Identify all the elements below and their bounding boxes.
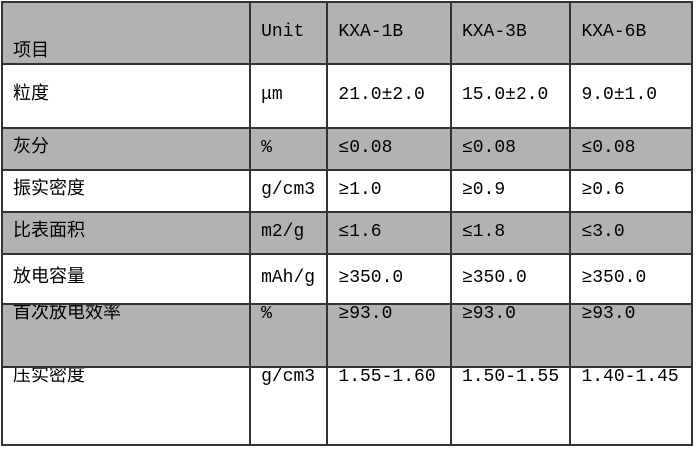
table-row-compacted-density: 压实密度 g/cm3 1.55-1.60 1.50-1.55 1.40-1.45 bbox=[0, 366, 693, 446]
value-cell: 15.0±2.0 bbox=[449, 63, 572, 129]
value-cell: 1.40-1.45 bbox=[569, 366, 693, 446]
value-cell: ≥0.9 bbox=[449, 169, 572, 213]
item-cell: 比表面积 bbox=[0, 211, 252, 255]
item-cell: 灰分 bbox=[0, 127, 252, 171]
value-cell: ≥93.0 bbox=[449, 303, 572, 368]
value-cell: ≥350.0 bbox=[449, 253, 572, 305]
value-cell: 9.0±1.0 bbox=[569, 63, 693, 129]
table-row-discharge-capacity: 放电容量 mAh/g ≥350.0 ≥350.0 ≥350.0 bbox=[0, 253, 693, 305]
value-cell: 21.0±2.0 bbox=[326, 63, 452, 129]
column-header-product-kxa-6b: KXA-6B bbox=[569, 1, 693, 65]
item-cell: 粒度 bbox=[0, 63, 252, 129]
table-row-tap-density: 振实密度 g/cm3 ≥1.0 ≥0.9 ≥0.6 bbox=[0, 169, 693, 213]
item-cell: 放电容量 bbox=[0, 253, 252, 305]
table-row-ash-content: 灰分 % ≤0.08 ≤0.08 ≤0.08 bbox=[0, 127, 693, 171]
unit-cell: g/cm3 bbox=[249, 169, 329, 213]
column-header-product-kxa-3b: KXA-3B bbox=[449, 1, 572, 65]
value-cell: ≥350.0 bbox=[569, 253, 693, 305]
item-cell: 压实密度 bbox=[0, 366, 252, 446]
value-cell: ≥0.6 bbox=[569, 169, 693, 213]
value-cell: ≤0.08 bbox=[449, 127, 572, 171]
header-row: 项目 Unit KXA-1B KXA-3B KXA-6B bbox=[0, 1, 693, 65]
value-cell: ≥1.0 bbox=[326, 169, 452, 213]
item-cell: 振实密度 bbox=[0, 169, 252, 213]
table-row-specific-surface-area: 比表面积 m2/g ≤1.6 ≤1.8 ≤3.0 bbox=[0, 211, 693, 255]
value-cell: ≥93.0 bbox=[569, 303, 693, 368]
unit-cell: % bbox=[249, 127, 329, 171]
unit-cell: g/cm3 bbox=[249, 366, 329, 446]
value-cell: ≤0.08 bbox=[326, 127, 452, 171]
value-cell: ≤0.08 bbox=[569, 127, 693, 171]
unit-cell: mAh/g bbox=[249, 253, 329, 305]
column-header-product-kxa-1b: KXA-1B bbox=[326, 1, 452, 65]
value-cell: ≤3.0 bbox=[569, 211, 693, 255]
value-cell: 1.55-1.60 bbox=[326, 366, 452, 446]
column-header-unit: Unit bbox=[249, 1, 329, 65]
unit-cell: m2/g bbox=[249, 211, 329, 255]
column-header-item: 项目 bbox=[0, 1, 252, 65]
value-cell: ≤1.6 bbox=[326, 211, 452, 255]
value-cell: ≥350.0 bbox=[326, 253, 452, 305]
unit-cell: % bbox=[249, 303, 329, 368]
unit-cell: μm bbox=[249, 63, 329, 129]
value-cell: ≥93.0 bbox=[326, 303, 452, 368]
value-cell: ≤1.8 bbox=[449, 211, 572, 255]
item-cell: 首次放电效率 bbox=[0, 303, 252, 368]
table-row-first-discharge-efficiency: 首次放电效率 % ≥93.0 ≥93.0 ≥93.0 bbox=[0, 303, 693, 368]
table-row-particle-size: 粒度 μm 21.0±2.0 15.0±2.0 9.0±1.0 bbox=[0, 63, 693, 129]
value-cell: 1.50-1.55 bbox=[449, 366, 572, 446]
